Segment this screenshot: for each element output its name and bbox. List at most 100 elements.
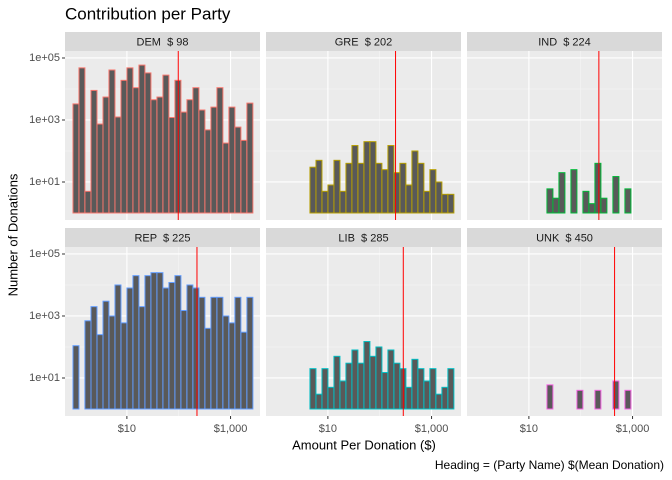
bar [447,193,455,214]
bar [144,275,152,410]
bar [246,102,254,214]
bar [441,193,449,214]
x-tick-label: $10 [118,423,136,435]
x-tick-label: $1,000 [616,423,650,435]
strip [266,32,461,51]
bar [339,380,347,410]
bar [357,362,365,410]
x-axis-label: Amount Per Donation ($) [292,437,436,452]
bar [369,355,377,410]
bar [156,272,164,410]
bar [174,275,182,410]
strip-label: REP $ 225 [134,232,190,244]
bar [240,139,248,214]
chart-title: Contribution per Party [65,4,231,23]
bar [114,116,122,214]
bar [198,296,206,410]
strip-label: LIB $ 285 [338,232,388,244]
y-tick-label: 1e+01 [29,372,60,384]
bar [96,123,104,214]
bar [351,349,359,410]
bar [363,341,371,410]
bar [393,362,401,410]
bar [351,145,359,214]
bar [594,162,602,214]
strip-label: DEM $ 98 [137,36,189,48]
bar [186,284,194,410]
bar [180,310,188,410]
bar [381,372,389,410]
y-tick-label: 1e+01 [29,176,60,188]
bar [588,203,596,214]
bar [186,99,194,214]
bar [321,368,329,410]
bar [144,72,152,214]
bar [405,386,413,410]
bar [198,109,206,214]
bar [441,386,449,410]
strip-label: IND $ 224 [538,36,591,48]
bar [375,162,383,214]
bar [210,296,218,410]
y-tick-label: 1e+03 [29,114,60,126]
x-tick-label: $1,000 [214,423,248,435]
bar [387,145,395,214]
x-tick-label: $10 [319,423,337,435]
strip [266,228,461,247]
bar [612,176,620,214]
bar [375,346,383,410]
bar [84,190,92,214]
bar [108,315,116,410]
bar [570,169,578,214]
bar [558,172,566,214]
bar [228,106,236,214]
bar [333,355,341,410]
bar [417,162,425,214]
bar [423,380,431,410]
bar [435,181,443,214]
bar [546,384,554,410]
bar [387,349,395,410]
bar [228,322,236,410]
bar [612,380,620,410]
bar [234,296,242,410]
bar [363,141,371,214]
bar [429,368,437,410]
y-tick-label: 1e+03 [29,310,60,322]
bar [447,368,455,410]
bar [150,272,158,410]
bar [162,74,170,214]
bar [624,188,632,214]
bar [546,188,554,214]
bar [552,197,560,214]
bar [138,306,146,410]
strip [65,32,260,51]
bar [168,282,176,410]
strip [467,32,662,51]
bar [411,358,419,410]
bar [126,67,134,214]
caption: Heading = (Party Name) $(Mean Donation) [435,458,664,472]
bar [132,87,140,214]
bar [168,117,176,214]
strip-label: UNK $ 450 [536,232,593,244]
x-tick-label: $10 [520,423,538,435]
bar [162,287,170,410]
bar [309,166,317,214]
bar [210,106,218,214]
bar [624,389,632,410]
bar [192,287,200,410]
y-tick-label: 1e+05 [29,248,60,260]
bar [321,190,329,214]
bar [399,162,407,214]
bar [339,190,347,214]
y-axis-label: Number of Donations [5,173,20,296]
bar [90,89,98,214]
bar [120,322,128,410]
bar [216,87,224,214]
bar [594,389,602,410]
bar [429,169,437,214]
bar [369,141,377,214]
bar [192,87,200,214]
